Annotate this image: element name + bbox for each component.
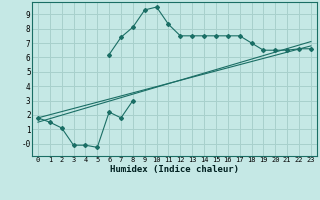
X-axis label: Humidex (Indice chaleur): Humidex (Indice chaleur) [110, 165, 239, 174]
